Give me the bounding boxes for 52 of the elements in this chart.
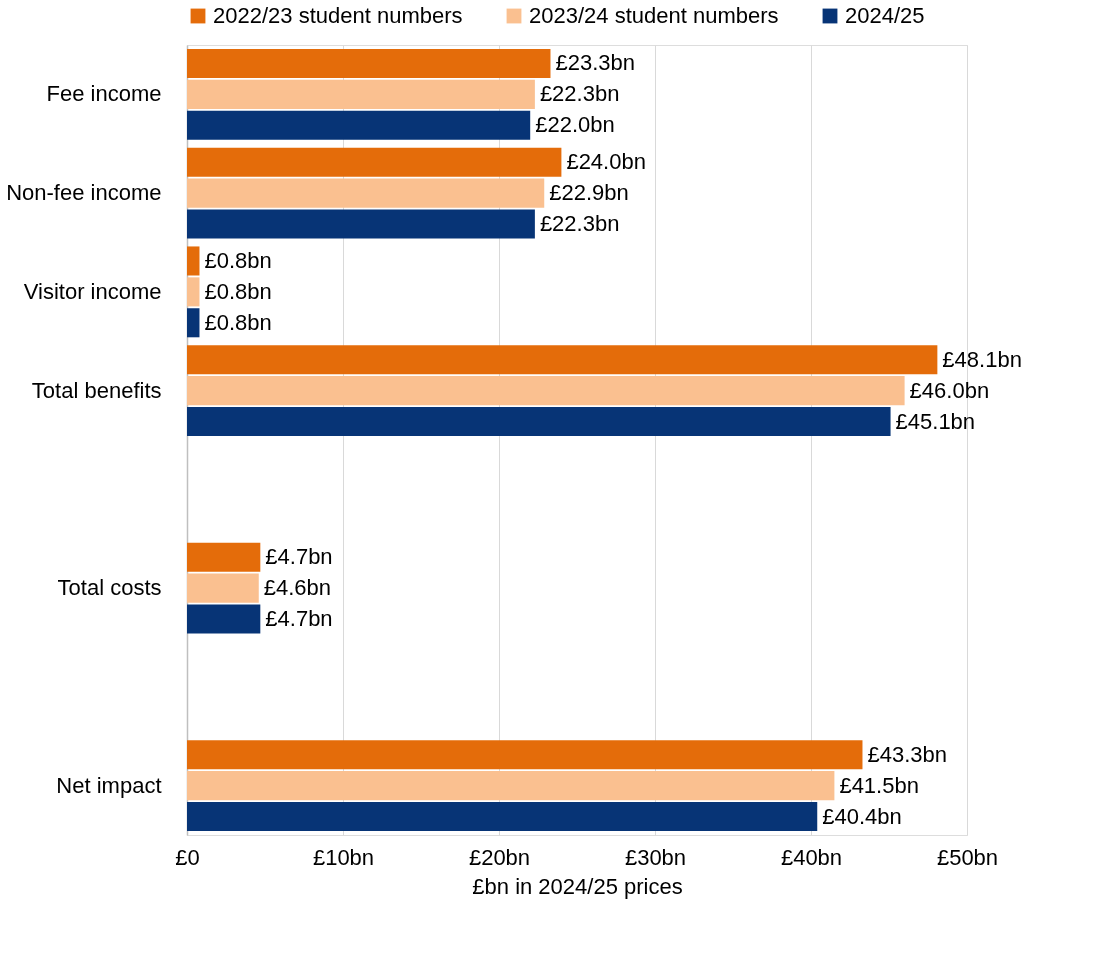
y-tick-label: Fee income [46, 81, 162, 107]
bar [187, 573, 259, 603]
x-tick-label: £0 [175, 844, 200, 870]
bar [187, 345, 938, 375]
x-tick-label: £40bn [780, 844, 843, 870]
bar [187, 277, 200, 307]
data-label: £40.4bn [822, 803, 902, 829]
x-axis-title: £bn in 2024/25 prices [472, 873, 683, 899]
data-label: £43.3bn [867, 741, 948, 767]
bar [187, 407, 891, 437]
data-label: £4.6bn [263, 575, 332, 601]
y-tick-label: Total costs [57, 575, 162, 601]
bar [187, 308, 200, 338]
bar [187, 771, 835, 801]
bar [187, 542, 261, 572]
bar [187, 376, 905, 406]
bar [187, 740, 863, 770]
legend-label: 2022/23 student numbers [213, 3, 463, 28]
legend-label: 2024/25 [845, 3, 925, 28]
y-tick-label: Total benefits [31, 377, 162, 403]
data-label: £22.3bn [539, 211, 620, 237]
legend-label: 2023/24 student numbers [529, 3, 779, 28]
data-label: £0.8bn [204, 247, 272, 273]
data-label: £24.0bn [566, 149, 646, 175]
y-tick-label: Visitor income [23, 278, 162, 304]
data-label: £46.0bn [909, 377, 990, 403]
bar [187, 110, 531, 140]
data-label: £41.5bn [839, 772, 919, 798]
data-label: £0.8bn [204, 309, 272, 335]
data-label: £22.9bn [549, 180, 629, 206]
data-label: £0.8bn [204, 278, 272, 304]
y-tick-label: Non-fee income [6, 180, 162, 206]
bar [187, 209, 535, 239]
x-tick-label: £30bn [624, 844, 687, 870]
x-tick-label: £20bn [468, 844, 531, 870]
bar [187, 246, 200, 276]
data-label: £4.7bn [265, 606, 333, 632]
data-label: £4.7bn [265, 544, 333, 570]
bar [187, 802, 818, 832]
data-label: £48.1bn [942, 346, 1022, 372]
bar [187, 48, 551, 78]
y-tick-label: Net impact [56, 772, 162, 798]
data-label: £22.0bn [535, 112, 615, 138]
bar [187, 147, 562, 177]
bar [187, 79, 535, 109]
x-tick-label: £50bn [936, 844, 999, 870]
x-tick-label: £10bn [312, 844, 375, 870]
bar [187, 604, 261, 634]
bar [187, 178, 545, 208]
data-label: £45.1bn [895, 408, 976, 434]
data-label: £22.3bn [539, 81, 620, 107]
data-label: £23.3bn [555, 50, 636, 76]
